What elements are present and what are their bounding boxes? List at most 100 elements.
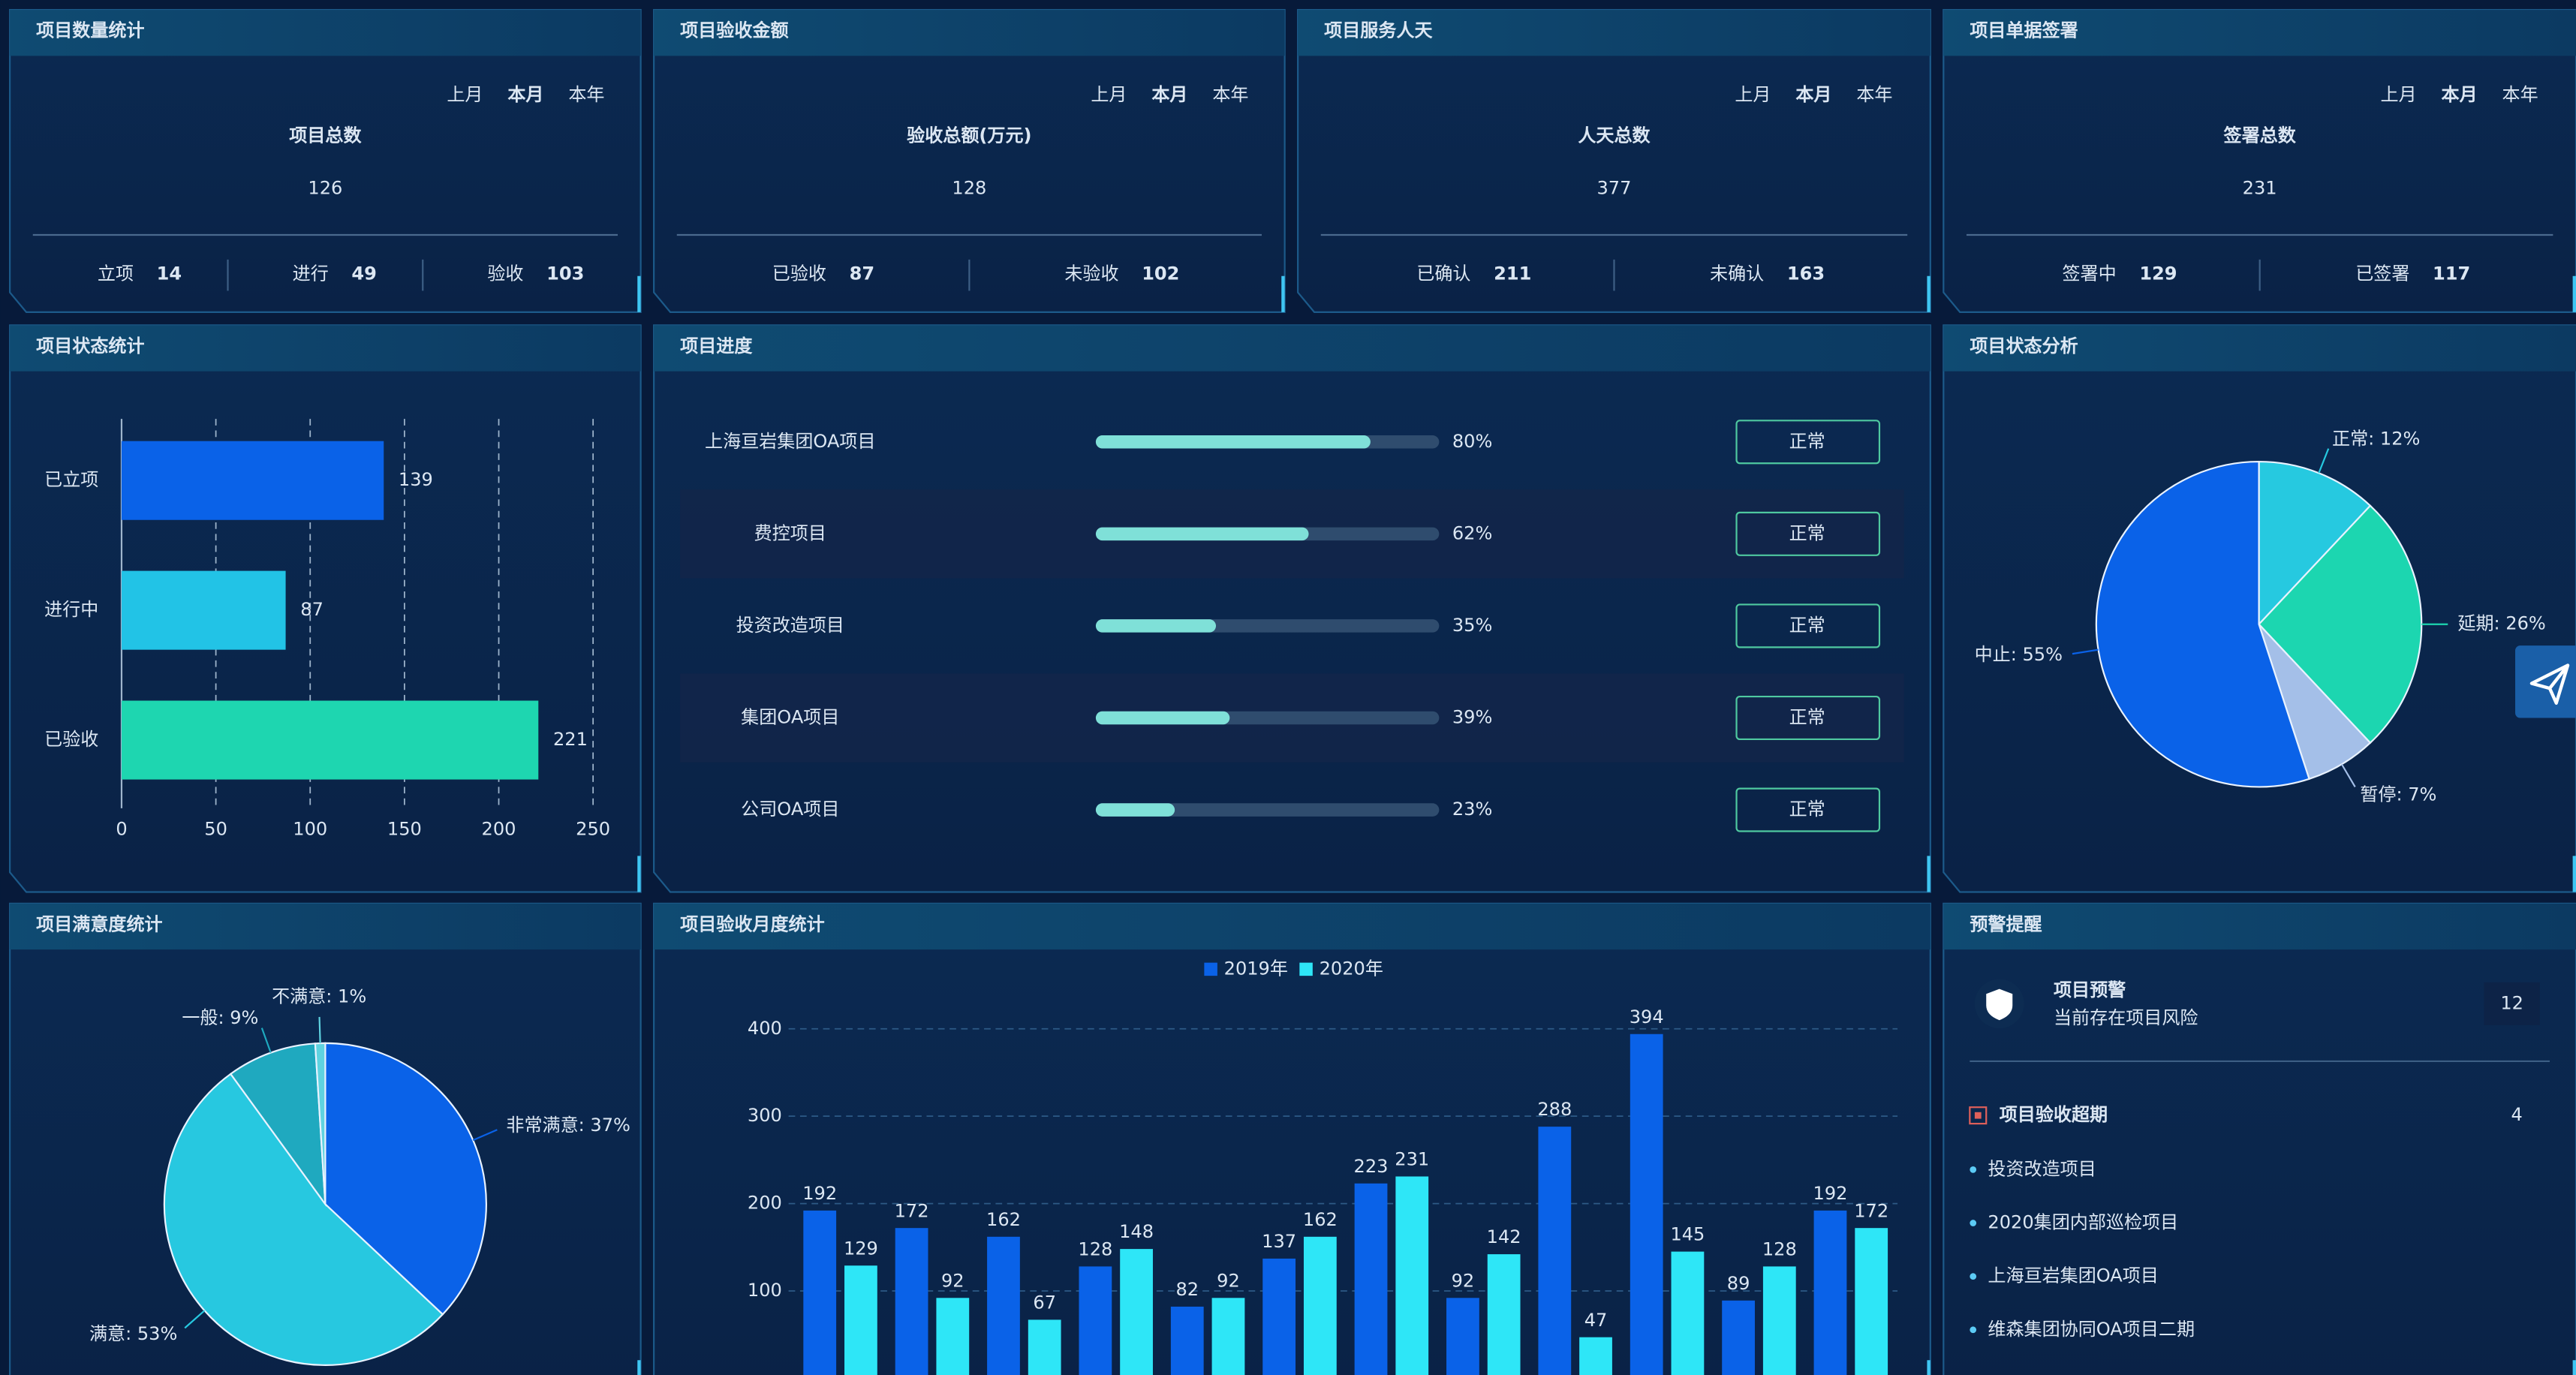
- bar: [844, 1265, 877, 1375]
- value-label: 92: [1452, 1270, 1475, 1291]
- bar: [936, 1298, 970, 1375]
- value-label: 89: [1727, 1273, 1750, 1294]
- bar: [1487, 1254, 1521, 1375]
- legend-label: 2020年: [1320, 958, 1383, 979]
- bar: [1722, 1300, 1755, 1375]
- project-name: 费控项目: [754, 522, 826, 543]
- bar: [1354, 1183, 1388, 1375]
- panel-title: 项目单据签署: [1970, 20, 2078, 41]
- send-button-bg[interactable]: [2515, 645, 2576, 718]
- bar: [121, 441, 384, 520]
- bar: [1855, 1228, 1888, 1375]
- panel-header: [1943, 325, 2576, 372]
- panel-title: 项目验收金额: [680, 20, 788, 41]
- period-tab: 上月: [1091, 84, 1127, 105]
- bar: [803, 1210, 837, 1375]
- value-label: 162: [986, 1209, 1021, 1230]
- value-label: 288: [1537, 1099, 1572, 1120]
- status-text: 正常: [1789, 615, 1825, 636]
- value-label: 231: [1395, 1149, 1429, 1170]
- value-label: 139: [399, 469, 433, 490]
- slice-label: 暂停: 7%: [2360, 784, 2436, 805]
- total-value: 128: [952, 178, 986, 199]
- y-tick-label: 300: [748, 1105, 782, 1126]
- list-item: 2020集团内部巡检项目: [1988, 1212, 2178, 1233]
- panel-header: [654, 10, 1285, 56]
- status-badge: [1735, 787, 1881, 832]
- panel-title: 项目状态分析: [1970, 335, 2078, 357]
- value-label: 192: [1813, 1183, 1848, 1204]
- period-tab: 本月: [1795, 84, 1831, 105]
- x-tick-label: 50: [204, 818, 227, 839]
- section-count: 4: [2511, 1104, 2523, 1125]
- progress-fill: [1095, 803, 1175, 817]
- bar: [1395, 1176, 1429, 1375]
- period-tab: 本年: [2502, 84, 2538, 105]
- status-badge: [1735, 511, 1881, 556]
- list-bullet: [1970, 1166, 1977, 1173]
- slice-label: 不满意: 1%: [272, 986, 366, 1007]
- project-name: 集团OA项目: [741, 706, 839, 727]
- total-label: 人天总数: [1578, 125, 1651, 146]
- send-icon: [2529, 663, 2570, 705]
- x-tick-label: 150: [387, 818, 422, 839]
- panel-header: [10, 903, 641, 950]
- panel-body: [9, 324, 642, 893]
- value-label: 87: [300, 599, 324, 620]
- item-value: 117: [2433, 263, 2470, 284]
- value-label: 47: [1584, 1310, 1608, 1331]
- progress-label: 35%: [1452, 615, 1492, 636]
- bar: [1538, 1127, 1572, 1375]
- item-value: 103: [546, 263, 584, 284]
- x-tick-label: 200: [482, 818, 516, 839]
- value-label: 137: [1262, 1231, 1296, 1252]
- panel-title: 项目服务人天: [1324, 20, 1433, 41]
- value-label: 145: [1670, 1224, 1705, 1245]
- value-label: 142: [1487, 1226, 1521, 1247]
- bar: [1028, 1319, 1061, 1375]
- alert-count-bg: [2484, 982, 2540, 1025]
- panel-title: 项目满意度统计: [36, 913, 162, 934]
- item-value: 129: [2139, 263, 2177, 284]
- leader-line: [472, 1129, 498, 1142]
- item-value: 102: [1142, 263, 1179, 284]
- y-tick-label: 200: [748, 1193, 782, 1214]
- panel-header: [1943, 10, 2576, 56]
- progress-fill: [1095, 711, 1230, 725]
- progress-label: 62%: [1452, 522, 1492, 543]
- send-button[interactable]: [2515, 645, 2576, 718]
- panel-title: 项目验收月度统计: [680, 913, 825, 934]
- total-value: 231: [2243, 178, 2277, 199]
- slice-label: 满意: 53%: [89, 1323, 177, 1344]
- leader-line: [2072, 648, 2099, 655]
- total-value: 377: [1597, 178, 1632, 199]
- bar: [1211, 1298, 1245, 1375]
- panel-title: 项目进度: [680, 335, 753, 357]
- project-name: 上海亘岩集团OA项目: [705, 431, 875, 452]
- bar: [1446, 1298, 1479, 1375]
- value-label: 221: [553, 729, 588, 750]
- value-label: 92: [941, 1270, 964, 1291]
- legend-swatch: [1299, 962, 1313, 976]
- leader-line: [2340, 763, 2356, 787]
- bar: [1813, 1210, 1847, 1375]
- period-tab: 本月: [1151, 84, 1187, 105]
- value-label: 192: [802, 1183, 837, 1204]
- list-bullet: [1970, 1326, 1977, 1334]
- project-name: 投资改造项目: [736, 615, 844, 636]
- item-value: 87: [850, 263, 875, 284]
- item-label: 进行: [293, 263, 329, 284]
- period-tab: 上月: [1735, 84, 1771, 105]
- x-tick-label: 0: [116, 818, 127, 839]
- status-badge: [1735, 420, 1881, 465]
- total-label: 签署总数: [2223, 125, 2297, 146]
- value-label: 128: [1762, 1238, 1797, 1259]
- bar: [121, 700, 539, 780]
- item-value: 49: [351, 263, 377, 284]
- alert-icon: [1986, 988, 2013, 1021]
- item-value: 163: [1787, 263, 1825, 284]
- y-tick-label: 100: [748, 1280, 782, 1301]
- period-tab: 本年: [1856, 84, 1892, 105]
- item-label: 未验收: [1064, 263, 1118, 284]
- section-icon-dot: [1974, 1112, 1982, 1119]
